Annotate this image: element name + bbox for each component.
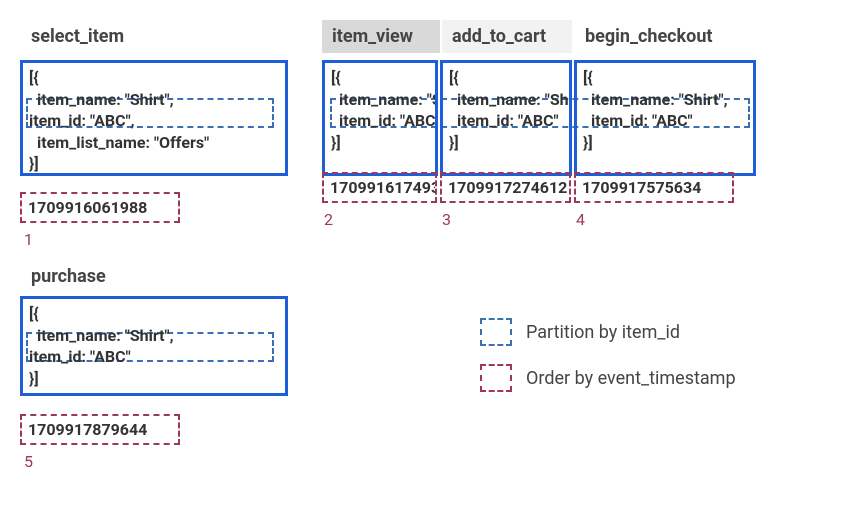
legend-row-lg1: Order by event_timestamp bbox=[480, 364, 736, 392]
item-box-content: [{ item_name: "Shirt", item_id: "ABC" }] bbox=[583, 67, 747, 153]
header-h3: begin_checkout bbox=[575, 20, 745, 53]
item-box-b2: [{ item_name: "Shirt", item_id: "ABC" }] bbox=[440, 60, 572, 176]
item-box-content: [{ item_name: "Shirt", item_id: "ABC" }] bbox=[29, 303, 279, 389]
item-box-b0: [{ item_name: "Shirt", item_id: "ABC", i… bbox=[20, 60, 288, 176]
index-label-i1: 2 bbox=[324, 210, 333, 229]
index-label-i0: 1 bbox=[24, 230, 33, 249]
timestamp-box-t3: 1709917575634 bbox=[574, 172, 734, 203]
legend: Partition by item_id Order by event_times… bbox=[480, 318, 736, 410]
legend-text: Order by event_timestamp bbox=[526, 368, 736, 389]
item-box-content: [{ item_name: "Shirt", item_id: "ABC" }] bbox=[449, 67, 563, 153]
item-box-content: [{ item_name: "Shirt", item_id: "ABC" }] bbox=[331, 67, 429, 153]
item-box-b3: [{ item_name: "Shirt", item_id: "ABC" }] bbox=[574, 60, 756, 176]
legend-row-lg0: Partition by item_id bbox=[480, 318, 736, 346]
header-h1: item_view bbox=[322, 20, 440, 53]
item-box-b1: [{ item_name: "Shirt", item_id: "ABC" }] bbox=[322, 60, 438, 176]
header-h2: add_to_cart bbox=[442, 20, 572, 53]
item-box-b4: [{ item_name: "Shirt", item_id: "ABC" }] bbox=[20, 296, 288, 396]
legend-text: Partition by item_id bbox=[526, 322, 680, 343]
legend-swatch bbox=[480, 364, 512, 392]
timestamp-box-t0: 1709916061988 bbox=[20, 192, 180, 223]
diagram-root: select_item item_viewadd_to_cartbegin_che… bbox=[20, 20, 829, 511]
item-box-content: [{ item_name: "Shirt", item_id: "ABC", i… bbox=[29, 67, 279, 175]
index-label-i4: 5 bbox=[24, 452, 33, 471]
header-h0: select_item bbox=[21, 20, 161, 53]
timestamp-box-t4: 1709917879644 bbox=[20, 414, 180, 445]
index-label-i2: 3 bbox=[442, 210, 451, 229]
timestamp-box-t2: 1709917274612 bbox=[440, 172, 571, 203]
index-label-i3: 4 bbox=[576, 210, 585, 229]
header-h4: purchase bbox=[21, 260, 141, 293]
timestamp-box-t1: 1709916174934 bbox=[322, 172, 437, 203]
legend-swatch bbox=[480, 318, 512, 346]
